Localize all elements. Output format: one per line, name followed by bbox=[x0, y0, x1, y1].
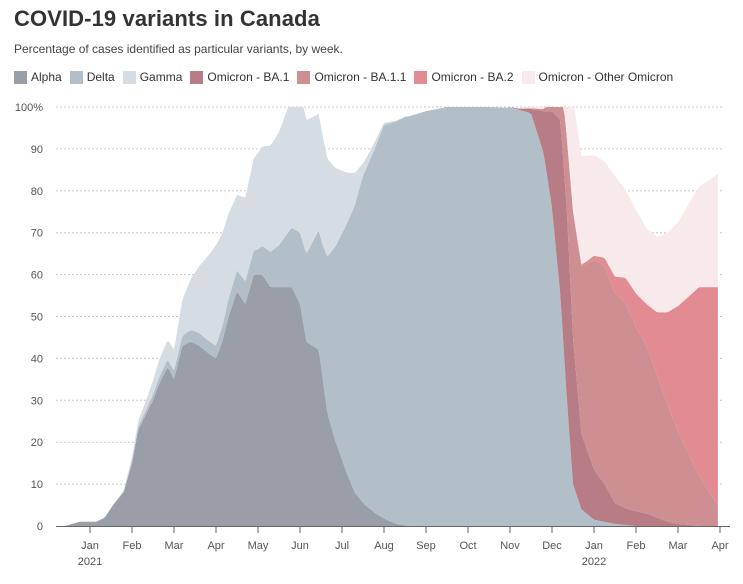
x-tick-label: Jun bbox=[291, 540, 309, 552]
legend-item: Delta bbox=[69, 70, 115, 84]
y-tick-label: 100% bbox=[15, 102, 43, 114]
x-tick-label: May bbox=[248, 540, 269, 552]
x-tick-label: Mar bbox=[669, 540, 688, 552]
legend-swatch bbox=[14, 70, 27, 84]
x-year-label: 2022 bbox=[582, 556, 606, 568]
area-delta bbox=[52, 107, 718, 526]
y-tick-label: 20 bbox=[31, 437, 43, 449]
x-tick-label: Jul bbox=[335, 540, 349, 552]
x-tick-label: Oct bbox=[459, 540, 476, 552]
x-tick-label: Feb bbox=[627, 540, 646, 552]
x-year-label: 2021 bbox=[78, 556, 102, 568]
chart-legend: Alpha Delta Gamma Omicron - BA.1 Omicron - B… bbox=[14, 70, 681, 84]
legend-label: Omicron - BA.1.1 bbox=[314, 70, 407, 84]
legend-label: Delta bbox=[86, 70, 115, 84]
x-tick-label: Sep bbox=[416, 540, 436, 552]
y-tick-label: 90 bbox=[31, 144, 43, 156]
y-tick-label: 30 bbox=[31, 395, 43, 407]
legend-item: Omicron - BA.1.1 bbox=[297, 70, 406, 84]
y-tick-label: 0 bbox=[37, 521, 43, 533]
legend-label: Alpha bbox=[31, 70, 62, 84]
x-tick-label: Feb bbox=[123, 540, 142, 552]
legend-item: Omicron - Other Omicron bbox=[521, 70, 674, 84]
y-tick-label: 60 bbox=[31, 270, 43, 282]
x-tick-label: Nov bbox=[500, 540, 520, 552]
legend-label: Gamma bbox=[139, 70, 183, 84]
x-tick-label: Apr bbox=[207, 540, 224, 552]
y-tick-label: 40 bbox=[31, 353, 43, 365]
x-tick-label: Aug bbox=[374, 540, 394, 552]
chart-subtitle: Percentage of cases identified as partic… bbox=[14, 42, 343, 56]
legend-item: Alpha bbox=[14, 70, 62, 84]
legend-swatch bbox=[414, 70, 428, 84]
legend-swatch bbox=[521, 70, 535, 84]
legend-label: Omicron - BA.1 bbox=[207, 70, 290, 84]
legend-swatch bbox=[69, 70, 83, 84]
y-tick-label: 70 bbox=[31, 228, 43, 240]
x-tick-label: Apr bbox=[711, 540, 728, 552]
chart-title: COVID-19 variants in Canada bbox=[14, 6, 320, 31]
x-tick-label: Dec bbox=[542, 540, 562, 552]
legend-label: Omicron - BA.2 bbox=[431, 70, 514, 84]
stacked-areas bbox=[52, 107, 718, 526]
x-tick-label: Mar bbox=[165, 540, 184, 552]
y-tick-label: 80 bbox=[31, 186, 43, 198]
legend-label: Omicron - Other Omicron bbox=[538, 70, 674, 84]
legend-swatch bbox=[297, 70, 311, 84]
legend-swatch bbox=[190, 70, 204, 84]
area-alpha bbox=[52, 274, 718, 526]
x-tick-label: Jan bbox=[585, 540, 603, 552]
legend-item: Omicron - BA.2 bbox=[414, 70, 514, 84]
y-tick-label: 50 bbox=[31, 312, 43, 324]
legend-swatch bbox=[122, 70, 136, 84]
legend-item: Gamma bbox=[122, 70, 183, 84]
y-tick-label: 10 bbox=[31, 479, 43, 491]
area-gamma bbox=[52, 107, 718, 526]
legend-item: Omicron - BA.1 bbox=[190, 70, 289, 84]
x-tick-label: Jan bbox=[81, 540, 99, 552]
area-omicron-ba-1-1 bbox=[52, 107, 718, 526]
